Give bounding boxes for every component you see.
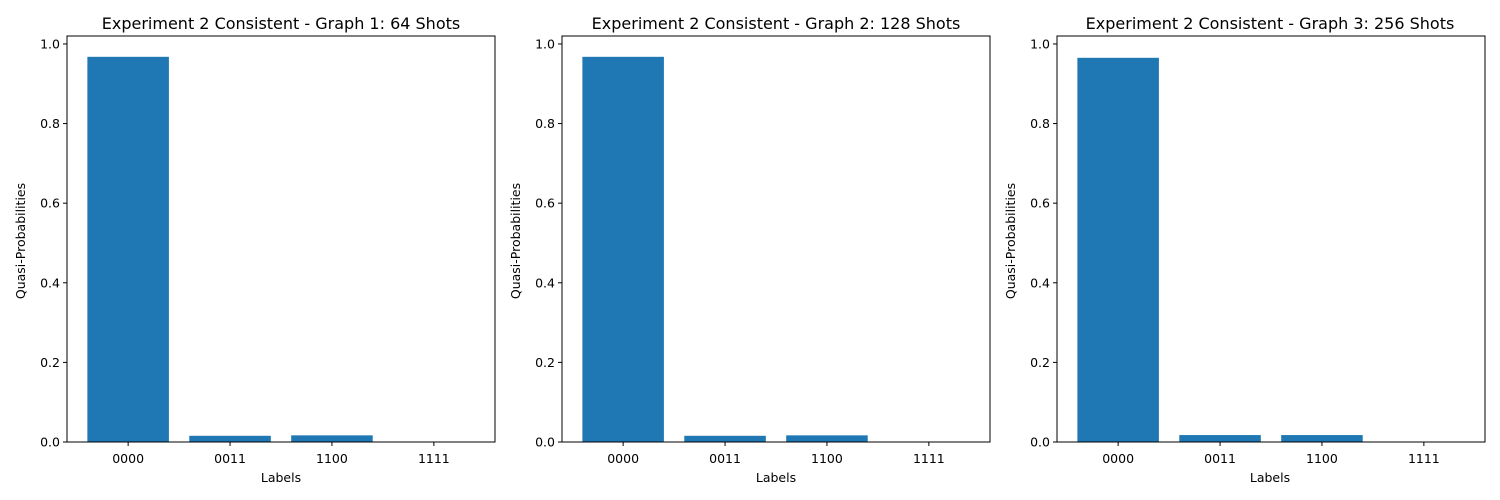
bar-group-1 bbox=[87, 56, 373, 442]
plot-frame-3 bbox=[1056, 35, 1486, 443]
x-tick-label-0000: 0000 bbox=[1102, 451, 1134, 466]
y-tick-label: 1.0 bbox=[1030, 36, 1050, 51]
bar-group-2 bbox=[582, 56, 868, 442]
x-tick-label-1100: 1100 bbox=[316, 451, 348, 466]
y-tick-label: 0.4 bbox=[40, 275, 60, 290]
x-tick-label-0011: 0011 bbox=[709, 451, 741, 466]
y-axis-label-2: Quasi-Probabilities bbox=[508, 183, 523, 299]
x-axis-label-2: Labels bbox=[756, 470, 796, 485]
x-tick-label-0011: 0011 bbox=[1204, 451, 1236, 466]
y-tick-label: 1.0 bbox=[40, 36, 60, 51]
y-tick-label: 0.8 bbox=[535, 116, 555, 131]
bar-1100 bbox=[291, 435, 373, 442]
bar-1100 bbox=[1281, 435, 1363, 442]
x-tick-label-1111: 1111 bbox=[418, 451, 450, 466]
y-tick-label: 0.8 bbox=[1030, 116, 1050, 131]
y-tick-label: 0.4 bbox=[535, 275, 555, 290]
plot-frame-1 bbox=[66, 35, 496, 443]
bar-0000 bbox=[1077, 57, 1159, 443]
bar-group-3 bbox=[1077, 57, 1363, 443]
tick-group-1: 0000 0011 1100 1111 0.0 0.2 0.4 0.6 0.8 1.0 bbox=[40, 36, 450, 466]
y-tick-label: 0.2 bbox=[535, 355, 555, 370]
y-tick-label: 0.2 bbox=[40, 355, 60, 370]
y-tick-label: 0.0 bbox=[1030, 435, 1050, 450]
y-axis-label-3: Quasi-Probabilities bbox=[1003, 183, 1018, 299]
bar-0011 bbox=[189, 435, 271, 442]
chart-panel-3: Experiment 2 Consistent - Graph 3: 256 S… bbox=[1003, 14, 1486, 485]
chart-panel-2: Experiment 2 Consistent - Graph 2: 128 S… bbox=[508, 14, 991, 485]
bar-0000 bbox=[87, 56, 169, 442]
y-tick-label: 0.8 bbox=[40, 116, 60, 131]
bar-1100 bbox=[786, 435, 868, 442]
x-tick-label-1100: 1100 bbox=[811, 451, 843, 466]
chart-title-3: Experiment 2 Consistent - Graph 3: 256 S… bbox=[1086, 14, 1455, 33]
tick-group-2: 0000 0011 1100 1111 0.0 0.2 0.4 0.6 0.8 1.0 bbox=[535, 36, 945, 466]
tick-group-3: 0000 0011 1100 1111 0.0 0.2 0.4 0.6 0.8 1.0 bbox=[1030, 36, 1440, 466]
x-tick-label-0011: 0011 bbox=[214, 451, 246, 466]
bar-0000 bbox=[582, 56, 664, 442]
x-axis-label-3: Labels bbox=[1250, 470, 1290, 485]
chart-title-2: Experiment 2 Consistent - Graph 2: 128 S… bbox=[592, 14, 961, 33]
chart-title-1: Experiment 2 Consistent - Graph 1: 64 Sh… bbox=[102, 14, 460, 33]
y-tick-label: 0.4 bbox=[1030, 275, 1050, 290]
bar-0011 bbox=[684, 435, 766, 442]
y-axis-label-1: Quasi-Probabilities bbox=[13, 183, 28, 299]
x-axis-label-1: Labels bbox=[261, 470, 301, 485]
bar-0011 bbox=[1179, 435, 1261, 442]
y-tick-label: 0.0 bbox=[535, 435, 555, 450]
plot-frame-2 bbox=[561, 35, 991, 443]
y-tick-label: 0.2 bbox=[1030, 355, 1050, 370]
y-tick-label: 1.0 bbox=[535, 36, 555, 51]
y-tick-label: 0.0 bbox=[40, 435, 60, 450]
y-tick-label: 0.6 bbox=[40, 196, 60, 211]
x-tick-label-0000: 0000 bbox=[607, 451, 639, 466]
y-tick-label: 0.6 bbox=[535, 196, 555, 211]
x-tick-label-1111: 1111 bbox=[1408, 451, 1440, 466]
x-tick-label-1100: 1100 bbox=[1306, 451, 1338, 466]
chart-panel-1: Experiment 2 Consistent - Graph 1: 64 Sh… bbox=[13, 14, 496, 485]
x-tick-label-0000: 0000 bbox=[112, 451, 144, 466]
y-tick-label: 0.6 bbox=[1030, 196, 1050, 211]
x-tick-label-1111: 1111 bbox=[913, 451, 945, 466]
